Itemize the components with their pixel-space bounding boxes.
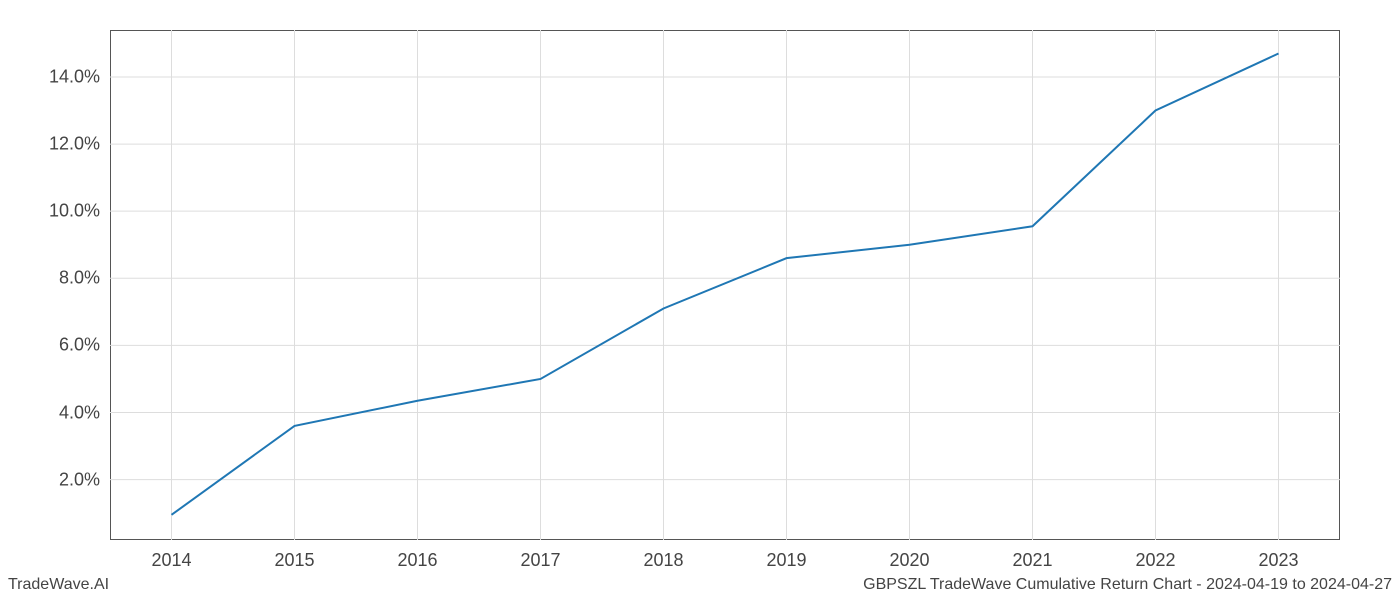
data-line [172, 53, 1279, 514]
x-tick-label: 2017 [501, 550, 581, 571]
x-tick-label: 2019 [747, 550, 827, 571]
x-tick-label: 2020 [870, 550, 950, 571]
x-tick-label: 2018 [624, 550, 704, 571]
y-tick-label: 8.0% [20, 268, 100, 289]
x-tick-label: 2014 [132, 550, 212, 571]
x-tick-label: 2022 [1116, 550, 1196, 571]
chart-container [110, 30, 1340, 540]
footer-right-label: GBPSZL TradeWave Cumulative Return Chart… [863, 576, 1392, 594]
x-tick-label: 2015 [255, 550, 335, 571]
y-tick-label: 4.0% [20, 402, 100, 423]
x-tick-label: 2023 [1239, 550, 1319, 571]
gridlines [110, 30, 1340, 540]
y-tick-label: 6.0% [20, 335, 100, 356]
line-chart-svg [110, 30, 1340, 540]
x-tick-label: 2016 [378, 550, 458, 571]
footer-left-label: TradeWave.AI [8, 576, 109, 594]
y-tick-label: 2.0% [20, 469, 100, 490]
y-tick-label: 12.0% [20, 134, 100, 155]
y-tick-label: 10.0% [20, 201, 100, 222]
x-tick-label: 2021 [993, 550, 1073, 571]
y-tick-label: 14.0% [20, 66, 100, 87]
